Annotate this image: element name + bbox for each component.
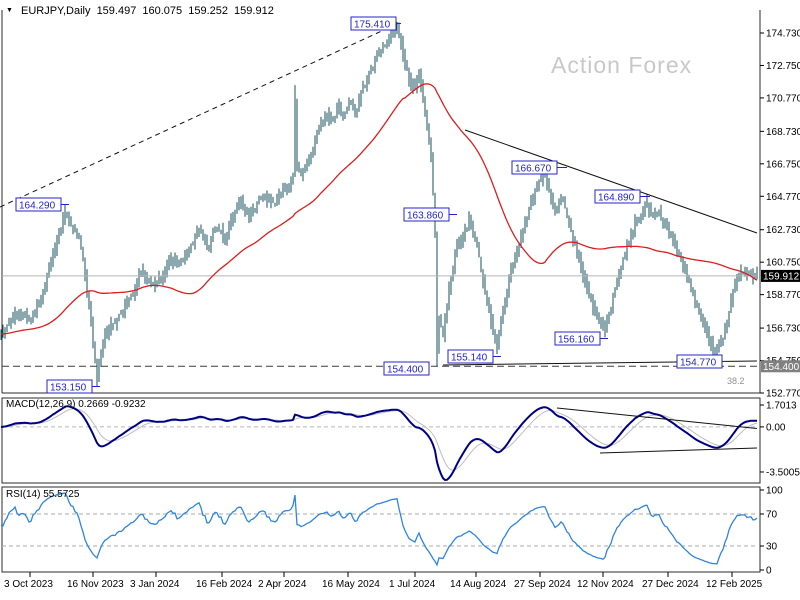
macd-axis-label: 0.00 xyxy=(766,422,786,433)
symbol-label: EURJPY,Daily xyxy=(21,5,91,17)
macd-axis-label: 1.7013 xyxy=(766,400,797,411)
annotation-box[interactable] xyxy=(554,331,601,346)
annotation-box[interactable] xyxy=(403,207,450,222)
price-axis-label: 166.750 xyxy=(766,159,800,170)
annotation-price-label[interactable]: 164.890 xyxy=(598,193,635,204)
rsi-panel-border xyxy=(1,486,761,573)
macd-indicator-label: MACD(12,26,9) 0.2669 -0.9232 xyxy=(6,399,146,410)
date-axis-label[interactable]: 14 Aug 2024 xyxy=(450,579,507,590)
macd-signal-line[interactable] xyxy=(0,408,758,471)
price-axis-label: 164.770 xyxy=(766,192,800,203)
annotation-box[interactable] xyxy=(15,197,62,212)
price-bars[interactable] xyxy=(0,21,758,387)
bid-price-tag-bg xyxy=(761,269,800,282)
annotation-price-label[interactable]: 154.400 xyxy=(387,365,424,376)
price-axis-label: 174.730 xyxy=(766,29,800,40)
bid-price-tag: 159.912 xyxy=(763,271,800,282)
ohlc-open: 159.497 xyxy=(96,5,137,17)
annotation-price-label[interactable]: 164.290 xyxy=(19,201,56,212)
rsi-axis-label: 30 xyxy=(766,542,778,553)
ohlc-close: 159.912 xyxy=(234,5,274,17)
level-price-tag-bg xyxy=(761,360,800,373)
rsi-indicator-label: RSI(14) 55.5725 xyxy=(6,489,80,500)
price-axis-label: 168.730 xyxy=(766,127,800,138)
chart-title: ▼ EURJPY,Daily 159.497 160.075 159.252 1… xyxy=(6,5,277,17)
date-axis-label[interactable]: 16 Nov 2023 xyxy=(67,579,124,590)
price-axis-label: 156.730 xyxy=(766,324,800,335)
moving-average-line[interactable] xyxy=(1,83,758,335)
annotation-price-label[interactable]: 155.140 xyxy=(451,353,488,364)
falling-resistance-trendline[interactable] xyxy=(464,129,758,234)
rsi-axis-label: 0 xyxy=(766,566,772,577)
dropdown-arrow-icon[interactable]: ▼ xyxy=(6,7,13,14)
annotation-price-label[interactable]: 153.150 xyxy=(50,383,87,394)
date-axis-label[interactable]: 27 Sep 2024 xyxy=(514,579,571,590)
macd-trendline-1[interactable] xyxy=(556,407,758,429)
annotation-price-label[interactable]: 163.860 xyxy=(407,211,444,222)
price-axis-label: 160.750 xyxy=(766,258,800,269)
macd-axis-label: -3.5005 xyxy=(766,467,800,478)
annotation-price-label[interactable]: 156.160 xyxy=(558,335,595,346)
date-axis-label[interactable]: 3 Oct 2023 xyxy=(4,579,53,590)
macd-main-line[interactable] xyxy=(0,405,757,482)
annotation-box[interactable] xyxy=(383,361,430,376)
rsi-axis-label: 100 xyxy=(766,486,783,497)
annotation-box[interactable] xyxy=(676,354,723,369)
date-axis-label[interactable]: 27 Dec 2024 xyxy=(642,579,699,590)
price-axis-label: 162.730 xyxy=(766,225,800,236)
date-axis-label[interactable]: 3 Jan 2024 xyxy=(130,579,180,590)
rsi-line[interactable] xyxy=(0,492,758,567)
macd-trendline-2[interactable] xyxy=(599,447,758,454)
ohlc-high: 160.075 xyxy=(142,5,183,17)
level-price-tag: 154.400 xyxy=(763,362,800,373)
annotation-price-label[interactable]: 166.670 xyxy=(515,164,552,175)
date-axis-label[interactable]: 2 Apr 2024 xyxy=(258,579,307,590)
price-axis-label: 152.770 xyxy=(766,388,800,399)
watermark: Action Forex xyxy=(551,52,693,78)
date-axis-label[interactable]: 16 Feb 2024 xyxy=(196,579,253,590)
annotation-box[interactable] xyxy=(511,160,558,175)
annotation-box[interactable] xyxy=(46,379,93,394)
clipped-fib-label: 38.2 xyxy=(727,376,745,386)
price-axis-label: 172.750 xyxy=(766,61,800,72)
macd-panel-border xyxy=(1,397,761,484)
price-axis-label: 158.770 xyxy=(766,290,800,301)
rising-dashed-trendline[interactable] xyxy=(0,22,400,208)
annotation-box[interactable] xyxy=(447,349,494,364)
date-axis-label[interactable]: 16 May 2024 xyxy=(322,579,380,590)
date-axis-label[interactable]: 12 Feb 2025 xyxy=(706,579,763,590)
annotation-price-label[interactable]: 175.410 xyxy=(354,20,391,31)
ohlc-low: 159.252 xyxy=(188,5,228,17)
annotation-box[interactable] xyxy=(594,189,641,204)
date-axis-label[interactable]: 12 Nov 2024 xyxy=(577,579,634,590)
price-axis-label: 170.770 xyxy=(766,93,800,104)
annotation-box[interactable] xyxy=(350,16,397,31)
rsi-axis-label: 70 xyxy=(766,510,778,521)
annotation-price-label[interactable]: 154.770 xyxy=(680,358,717,369)
date-axis-label[interactable]: 1 Jul 2024 xyxy=(389,579,436,590)
